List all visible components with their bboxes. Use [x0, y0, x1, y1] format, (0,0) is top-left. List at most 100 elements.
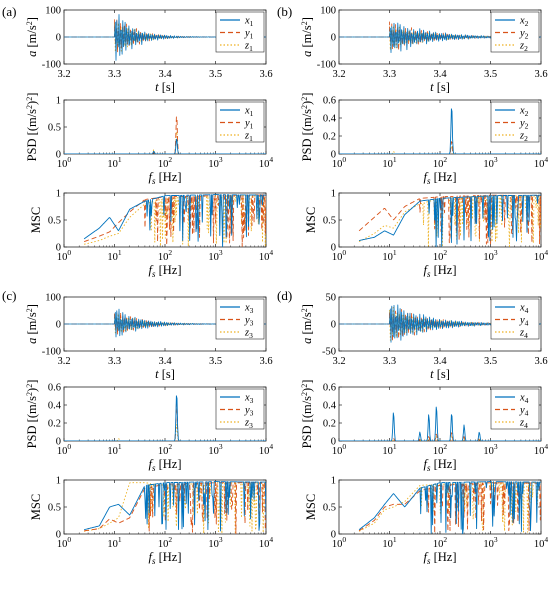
panel-a-time-xtick-label: 3.3 — [108, 69, 121, 80]
panel-b-msc-ytick-label: 0 — [331, 243, 336, 254]
panel-d-psd-ytick-label: 0.4 — [323, 401, 337, 412]
panel-b-time-legend-label: y2 — [519, 28, 529, 41]
panel-d-msc-xtick-label: 101 — [382, 535, 397, 550]
panel-d-msc-ytick-label: 0 — [331, 530, 336, 541]
panel-a-msc-xtick-label: 101 — [107, 248, 122, 263]
panel-c-msc-xtick-label: 103 — [208, 535, 223, 550]
panel-c-time-xtick-label: 3.4 — [158, 356, 172, 367]
panel-d-msc-xtick-label: 100 — [332, 535, 347, 550]
panel-a-msc-ytick-label: 1 — [56, 189, 61, 200]
panel-c-msc-ytick-label: 1 — [56, 476, 61, 487]
panel-a-time-xlabel: t [s] — [155, 80, 175, 94]
panel-b-time-legend-label: x2 — [519, 16, 529, 29]
panel-b-psd-xtick-label: 103 — [483, 155, 498, 170]
panel-c-psd-xtick-label: 104 — [259, 442, 274, 457]
panel-b-msc-ylabel: MSC — [304, 207, 318, 233]
panel-a-time-ytick-label: 0 — [56, 33, 61, 44]
panel-b-psd-ytick-label: 0.6 — [323, 96, 336, 107]
panel-label-d: (d) — [277, 288, 292, 303]
panel-b-time-xtick-label: 3.2 — [332, 69, 345, 80]
panel-a-time-ytick-label: 100 — [45, 6, 61, 17]
panel-d-psd-xlabel: fs [Hz] — [423, 457, 456, 473]
panel-d-time-xtick-label: 3.4 — [433, 356, 447, 367]
panel-b-time-xtick-label: 3.5 — [484, 69, 497, 80]
panel-d-msc-series-x-y — [358, 481, 541, 534]
panel-b-msc-xtick-label: 101 — [382, 248, 397, 263]
panel-c-msc-xtick-label: 104 — [259, 535, 274, 550]
panel-d-psd-ytick-label: 0.6 — [323, 383, 336, 394]
panel-c-psd-ylabel: PSD [(m/s2)2] — [25, 380, 39, 449]
panel-d-psd-legend-label: z4 — [519, 418, 528, 431]
panel-a-msc-xtick-label: 102 — [158, 248, 173, 263]
panel-b-psd-ylabel: PSD [(m/s2)2] — [300, 93, 314, 162]
panel-d-msc-ytick-label: 1 — [331, 476, 336, 487]
panel-c-time-xtick-label: 3.2 — [57, 356, 70, 367]
panel-a-psd-xtick-label: 101 — [107, 155, 122, 170]
panel-c-psd-xtick-label: 101 — [107, 442, 122, 457]
panel-a-psd-xtick-label: 104 — [259, 155, 274, 170]
panel-a-time-xtick-label: 3.2 — [57, 69, 70, 80]
panel-c-msc-series-x-y — [83, 481, 266, 532]
panel-a-time-ylabel: a [m/s2] — [25, 17, 39, 57]
panel-d-time-ytick-label: 50 — [326, 293, 337, 304]
panel-a-psd-xtick-label: 103 — [208, 155, 223, 170]
panel-a-time-xtick-label: 3.6 — [259, 69, 272, 80]
panel-a-time-legend-label: y1 — [244, 28, 254, 41]
panel-c-msc-ytick-label: 0 — [56, 530, 61, 541]
panel-c-psd-legend-label: y3 — [244, 405, 254, 418]
panel-a-psd-ytick-label: 0.5 — [48, 123, 61, 134]
panel-b-time-ytick-label: 0 — [331, 33, 336, 44]
panel-b-psd-legend-label: x2 — [519, 106, 529, 119]
panel-b-psd-ytick-label: 0 — [331, 150, 336, 161]
panel-d-msc-ylabel: MSC — [304, 494, 318, 520]
panel-c-time-legend-label: y3 — [244, 315, 254, 328]
panel-d-psd-xtick-label: 104 — [534, 442, 549, 457]
panel-a-time-xtick-label: 3.4 — [158, 69, 172, 80]
panel-b-msc-series-x-z — [358, 194, 541, 246]
panel-d-psd-xtick-label: 102 — [433, 442, 448, 457]
panel-b-msc-xtick-label: 100 — [332, 248, 347, 263]
panel-c-time-ytick-label: 0 — [56, 320, 61, 331]
panel-c-time-legend-label: z3 — [244, 328, 253, 341]
panel-c-psd-xlabel: fs [Hz] — [148, 457, 181, 473]
panel-b-msc-series-y-z — [358, 195, 541, 247]
panel-a-msc-xlabel: fs [Hz] — [148, 263, 181, 279]
panel-c-msc-ytick-label: 0.5 — [48, 503, 61, 514]
panel-a-msc-series-x-z — [83, 194, 266, 247]
panel-a-psd-ylabel: PSD [(m/s2)2] — [25, 93, 39, 162]
panel-c-time-ytick-label: 100 — [45, 293, 61, 304]
panel-d-time-legend-label: y4 — [519, 315, 529, 328]
panel-a-time-xtick-label: 3.5 — [209, 69, 222, 80]
panel-c-msc-xtick-label: 100 — [57, 535, 72, 550]
panel-c-msc-xlabel: fs [Hz] — [148, 550, 181, 566]
panel-c-psd-ytick-label: 0.4 — [48, 401, 62, 412]
panel-d-psd-xtick-label: 101 — [382, 442, 397, 457]
panel-d-time-xtick-label: 3.3 — [383, 356, 396, 367]
panel-d-psd-ylabel: PSD [(m/s2)2] — [300, 380, 314, 449]
panel-a-time-legend-label: x1 — [244, 16, 254, 29]
panel-c-msc-xtick-label: 102 — [158, 535, 173, 550]
panel-a-msc-xtick-label: 100 — [57, 248, 72, 263]
panel-b-psd-ytick-label: 0.4 — [323, 114, 337, 125]
panel-b-time-ytick-label: -100 — [317, 60, 336, 71]
panel-d-time-legend-label: z4 — [519, 328, 528, 341]
panel-a-msc-xtick-label: 103 — [208, 248, 223, 263]
panel-b-time-ytick-label: 100 — [320, 6, 336, 17]
panel-b-time-legend-label: z2 — [519, 41, 528, 54]
panel-c-psd-legend-label: z3 — [244, 418, 253, 431]
panel-b-time-ylabel: a [m/s2] — [300, 17, 314, 57]
panel-d-time-xtick-label: 3.5 — [484, 356, 497, 367]
panel-b-psd-ytick-label: 0.2 — [323, 132, 336, 143]
panel-d-msc-ytick-label: 0.5 — [323, 503, 336, 514]
panel-b-msc-series-x-y — [359, 194, 541, 247]
panel-b-psd-xtick-label: 104 — [534, 155, 549, 170]
panel-label-c: (c) — [2, 288, 16, 303]
panel-d-time-legend-label: x4 — [519, 303, 529, 316]
panel-d-time-xtick-label: 3.6 — [534, 356, 547, 367]
